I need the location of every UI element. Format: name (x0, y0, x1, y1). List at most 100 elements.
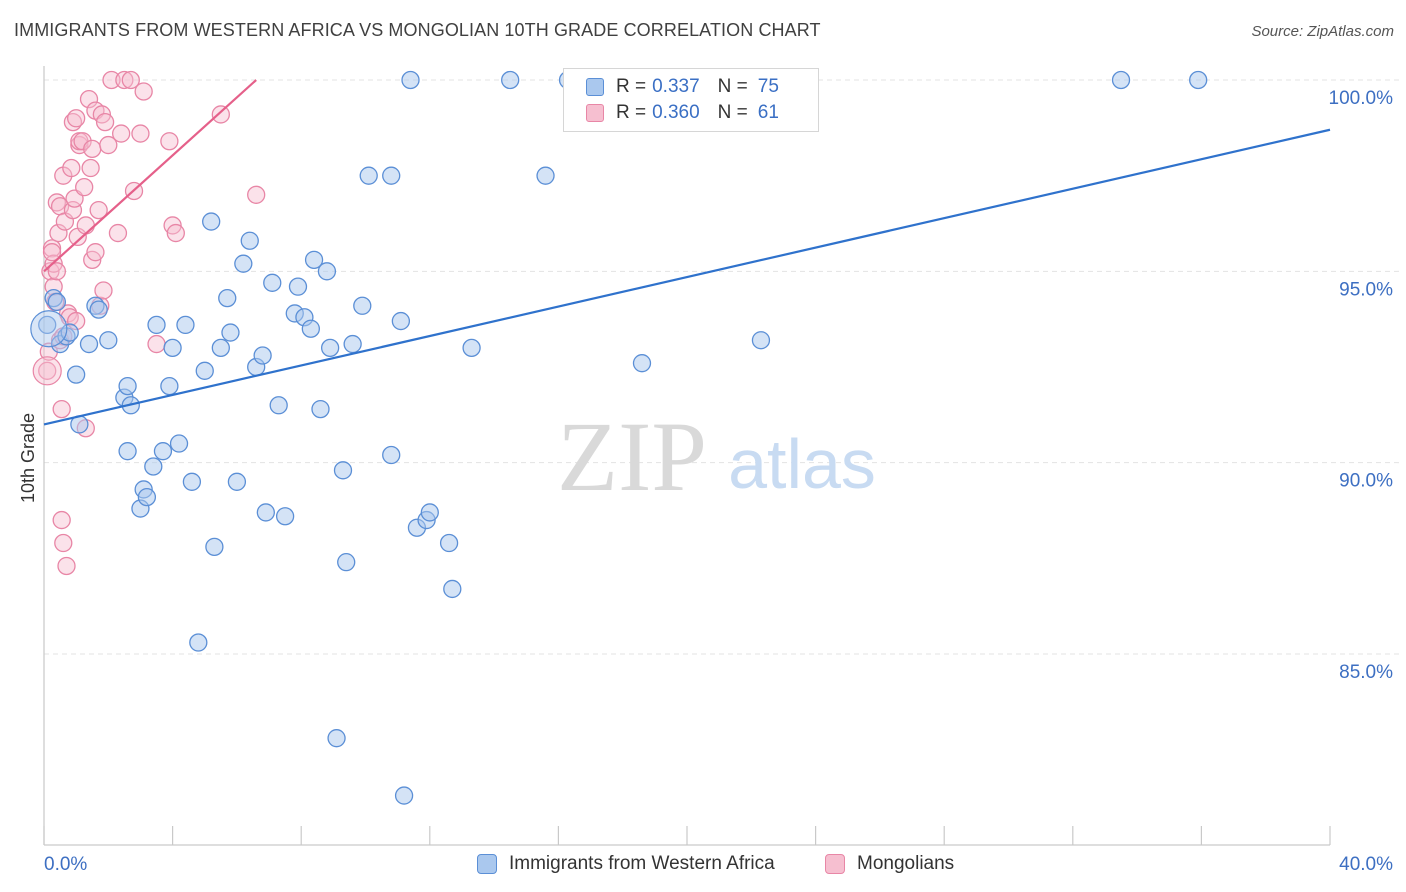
y-axis-title: 10th Grade (18, 413, 38, 503)
trend-line-mongolians (43, 79, 257, 273)
mongolians-point (32, 356, 62, 386)
western-africa-point (443, 579, 462, 599)
western-africa-point (163, 338, 182, 358)
bottom-legend-blue[interactable]: Immigrants from Western Africa (477, 852, 775, 876)
bottom-legend-pink[interactable]: Mongolians (825, 852, 954, 876)
western-africa-point (118, 442, 137, 461)
western-africa-point (30, 310, 68, 348)
mongolians-point (95, 112, 115, 132)
western-africa-point (227, 472, 247, 491)
axes-layer (43, 66, 1331, 846)
western-africa-point (205, 537, 224, 557)
legend-row-blue: R = 0.337 N = 75 (586, 75, 779, 99)
western-africa-point (211, 338, 230, 358)
source-credit: Source: ZipAtlas.com (1251, 23, 1394, 40)
western-africa-point (317, 262, 337, 281)
legend-row-pink: R = 0.360 N = 61 (586, 101, 779, 125)
western-africa-point (256, 503, 275, 522)
western-africa-point (240, 231, 259, 250)
western-africa-point (195, 361, 214, 380)
western-africa-point (67, 365, 86, 384)
bottom-legend-label-blue: Immigrants from Western Africa (509, 853, 775, 874)
mongolians-point (115, 70, 134, 90)
western-africa-point (536, 166, 555, 185)
mongolians-point (147, 334, 166, 354)
western-africa-point (79, 334, 99, 354)
western-africa-point (632, 354, 652, 373)
mongolians-point (160, 132, 179, 151)
legend-n-label: N = (717, 76, 748, 97)
mongolians-point (134, 82, 153, 101)
bottom-legend-label-pink: Mongolians (857, 853, 955, 874)
mongolians-point (112, 124, 131, 143)
mongolians-point (63, 200, 83, 220)
mongolians-point (54, 533, 73, 553)
western-africa-point (89, 300, 108, 319)
mongolians-point (57, 556, 76, 576)
legend-n-value-pink: 61 (757, 102, 779, 123)
western-africa-point (751, 331, 771, 350)
western-africa-point (304, 250, 324, 270)
western-africa-point (160, 376, 179, 396)
western-africa-point (99, 331, 118, 350)
watermark: ZIP atlas (557, 401, 876, 512)
mongolians-point (166, 223, 185, 243)
western-africa-point (337, 553, 356, 572)
mongolians-point (99, 135, 118, 155)
axis-labels: 85.0% 90.0% 95.0% 100.0% 0.0% 40.0% 10th Grade (18, 88, 1393, 875)
y-tick-label: 90.0% (1339, 471, 1393, 492)
western-africa-point (420, 503, 439, 522)
western-africa-point (1111, 70, 1131, 90)
western-africa-point (382, 445, 401, 465)
mongolians-point (79, 89, 99, 109)
western-africa-point (218, 288, 237, 308)
watermark-zip: ZIP (557, 401, 707, 512)
mongolians-point (247, 185, 266, 204)
mongolians-point (47, 262, 67, 281)
western-africa-point (501, 70, 520, 90)
western-africa-point (176, 315, 195, 335)
grid-layer (44, 79, 1400, 655)
mongolians-point (102, 70, 121, 90)
western-africa-point (288, 277, 308, 296)
y-tick-label: 85.0% (1339, 662, 1393, 683)
western-africa-point (263, 273, 282, 292)
x-tick-label-min: 0.0% (44, 854, 87, 875)
mongolians-point (94, 281, 113, 300)
western-africa-point (182, 472, 202, 491)
mongolians-point (49, 223, 68, 243)
mongolians-point (38, 361, 57, 380)
legend-r-value-blue: 0.337 (652, 76, 700, 97)
stats-legend: R = 0.337 N = 75 R = 0.360 N = 61 (563, 68, 819, 132)
trend-lines (43, 79, 1331, 426)
watermark-atlas: atlas (728, 425, 876, 503)
western-africa-point (343, 334, 362, 354)
mongolians-point (81, 158, 100, 178)
mongolians-point (42, 243, 62, 262)
mongolians-point (121, 70, 140, 90)
bottom-legend-swatch-blue (477, 854, 497, 874)
mongolians-point (83, 139, 102, 159)
western-africa-point (394, 786, 414, 805)
mongolians-point (108, 223, 128, 243)
western-africa-point (439, 533, 459, 553)
western-africa-point (137, 487, 157, 507)
trend-line-western-africa (43, 128, 1331, 426)
western-africa-point (221, 323, 240, 342)
legend-swatch-blue (586, 78, 604, 96)
legend-r-label: R = (616, 102, 647, 123)
mongolians-point (131, 124, 150, 143)
western-africa-point (38, 315, 57, 335)
mongolians-point (75, 177, 94, 197)
western-africa-point (1189, 70, 1208, 90)
western-africa-point (189, 633, 208, 652)
mongolians-point (62, 158, 81, 178)
mongolians-point (67, 109, 86, 128)
western-africa-point (153, 442, 173, 461)
western-africa-point (253, 346, 272, 365)
western-africa-point (359, 166, 378, 185)
x-tick-label-max: 40.0% (1339, 854, 1393, 875)
western-africa-point (401, 70, 420, 90)
western-africa-point (169, 434, 189, 453)
y-tick-label: 95.0% (1339, 279, 1393, 300)
